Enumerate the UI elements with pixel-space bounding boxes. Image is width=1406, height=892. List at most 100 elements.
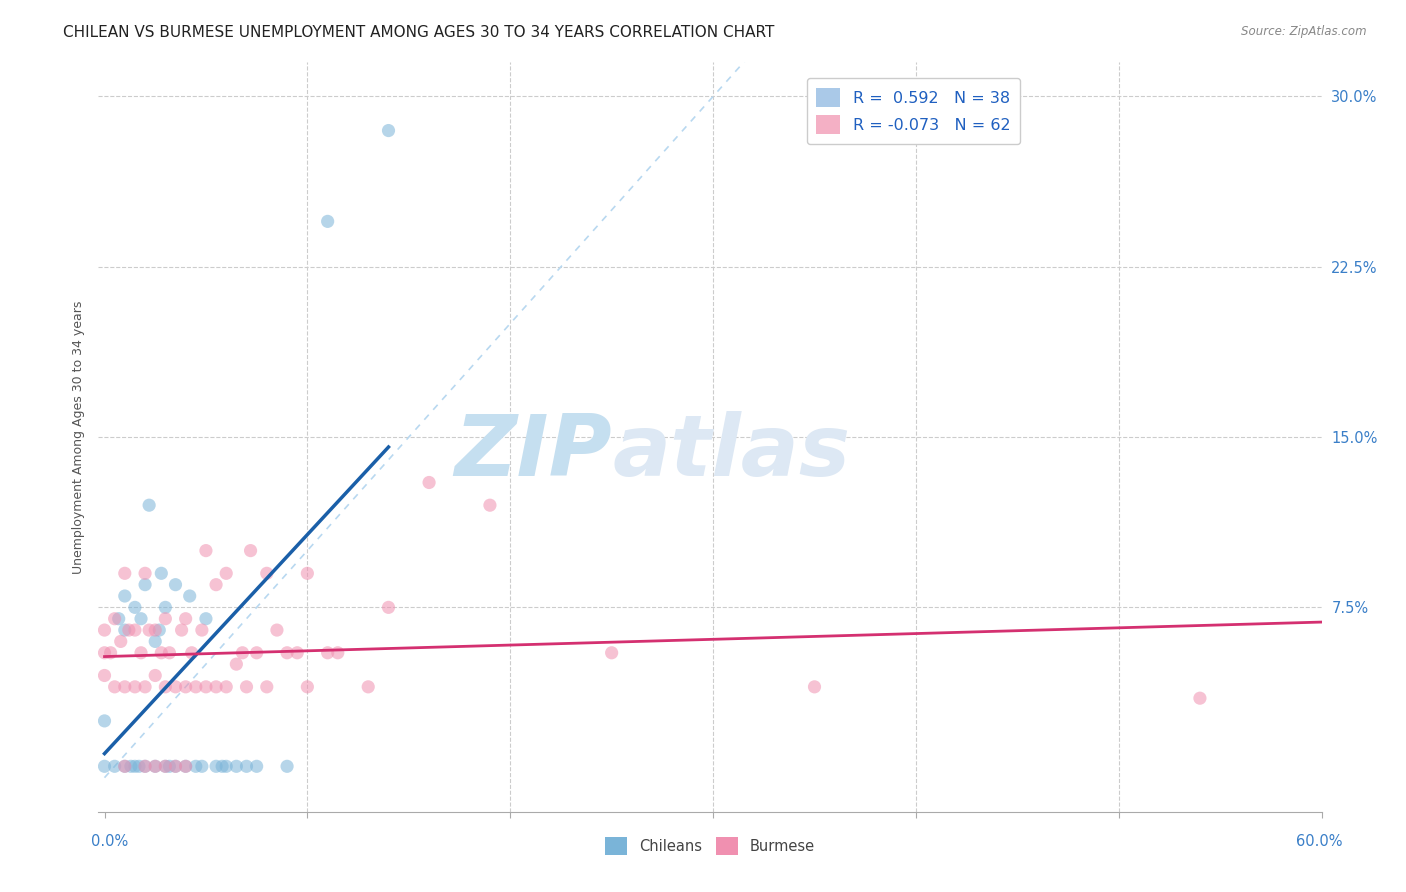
Text: 0.0%: 0.0% bbox=[91, 834, 128, 849]
Text: 60.0%: 60.0% bbox=[1296, 834, 1343, 849]
Point bbox=[134, 577, 156, 591]
Point bbox=[194, 543, 217, 558]
Point bbox=[180, 646, 202, 660]
Point bbox=[184, 759, 207, 773]
Point bbox=[170, 623, 193, 637]
Point bbox=[165, 759, 187, 773]
Point bbox=[239, 543, 262, 558]
Point bbox=[246, 646, 269, 660]
Point bbox=[150, 646, 173, 660]
Point bbox=[165, 577, 187, 591]
Point bbox=[155, 600, 177, 615]
Point bbox=[100, 646, 122, 660]
Point bbox=[129, 612, 152, 626]
Point bbox=[93, 646, 115, 660]
Point bbox=[118, 623, 141, 637]
Text: ZIP: ZIP bbox=[454, 410, 612, 493]
Point bbox=[215, 566, 238, 581]
Point bbox=[155, 680, 177, 694]
Point bbox=[165, 680, 187, 694]
Y-axis label: Unemployment Among Ages 30 to 34 years: Unemployment Among Ages 30 to 34 years bbox=[72, 301, 84, 574]
Point bbox=[107, 612, 129, 626]
Point bbox=[211, 759, 233, 773]
Point bbox=[155, 759, 177, 773]
Point bbox=[128, 759, 150, 773]
Point bbox=[478, 498, 501, 512]
Point bbox=[174, 680, 197, 694]
Text: CHILEAN VS BURMESE UNEMPLOYMENT AMONG AGES 30 TO 34 YEARS CORRELATION CHART: CHILEAN VS BURMESE UNEMPLOYMENT AMONG AG… bbox=[63, 25, 775, 40]
Point bbox=[205, 680, 228, 694]
Point bbox=[129, 646, 152, 660]
Point bbox=[194, 612, 217, 626]
Text: atlas: atlas bbox=[612, 410, 851, 493]
Point bbox=[191, 759, 214, 773]
Point bbox=[148, 623, 170, 637]
Point bbox=[143, 634, 166, 648]
Point bbox=[134, 759, 156, 773]
Point bbox=[225, 657, 247, 672]
Point bbox=[316, 646, 339, 660]
Point bbox=[143, 668, 166, 682]
Point bbox=[225, 759, 247, 773]
Point bbox=[1188, 691, 1211, 706]
Point bbox=[124, 600, 146, 615]
Point bbox=[157, 759, 180, 773]
Point bbox=[246, 759, 269, 773]
Point bbox=[165, 759, 187, 773]
Point bbox=[316, 214, 339, 228]
Point bbox=[600, 646, 623, 660]
Point bbox=[157, 646, 180, 660]
Point bbox=[138, 498, 160, 512]
Point bbox=[124, 759, 146, 773]
Point bbox=[297, 566, 319, 581]
Text: Source: ZipAtlas.com: Source: ZipAtlas.com bbox=[1241, 25, 1367, 38]
Point bbox=[114, 589, 136, 603]
Point bbox=[114, 759, 136, 773]
Point bbox=[194, 680, 217, 694]
Point bbox=[138, 623, 160, 637]
Point bbox=[104, 680, 127, 694]
Point bbox=[266, 623, 288, 637]
Point bbox=[93, 623, 115, 637]
Point bbox=[179, 589, 201, 603]
Point bbox=[276, 646, 298, 660]
Point bbox=[143, 623, 166, 637]
Point bbox=[191, 623, 214, 637]
Point bbox=[155, 612, 177, 626]
Point bbox=[93, 759, 115, 773]
Point bbox=[256, 680, 278, 694]
Point bbox=[174, 612, 197, 626]
Point bbox=[134, 680, 156, 694]
Point bbox=[205, 577, 228, 591]
Point bbox=[357, 680, 380, 694]
Point bbox=[114, 680, 136, 694]
Point bbox=[114, 566, 136, 581]
Point bbox=[93, 668, 115, 682]
Point bbox=[93, 714, 115, 728]
Point bbox=[377, 600, 399, 615]
Point bbox=[377, 123, 399, 137]
Point bbox=[134, 759, 156, 773]
Point bbox=[184, 680, 207, 694]
Point bbox=[134, 566, 156, 581]
Point bbox=[215, 680, 238, 694]
Point bbox=[150, 566, 173, 581]
Point bbox=[235, 759, 257, 773]
Point bbox=[124, 623, 146, 637]
Point bbox=[120, 759, 142, 773]
Point bbox=[235, 680, 257, 694]
Point bbox=[326, 646, 349, 660]
Point bbox=[256, 566, 278, 581]
Point bbox=[174, 759, 197, 773]
Legend: Chileans, Burmese: Chileans, Burmese bbox=[599, 831, 821, 861]
Point bbox=[114, 623, 136, 637]
Point bbox=[104, 612, 127, 626]
Point bbox=[205, 759, 228, 773]
Point bbox=[110, 634, 132, 648]
Point bbox=[297, 680, 319, 694]
Point bbox=[285, 646, 308, 660]
Point bbox=[174, 759, 197, 773]
Point bbox=[418, 475, 440, 490]
Point bbox=[124, 680, 146, 694]
Point bbox=[803, 680, 825, 694]
